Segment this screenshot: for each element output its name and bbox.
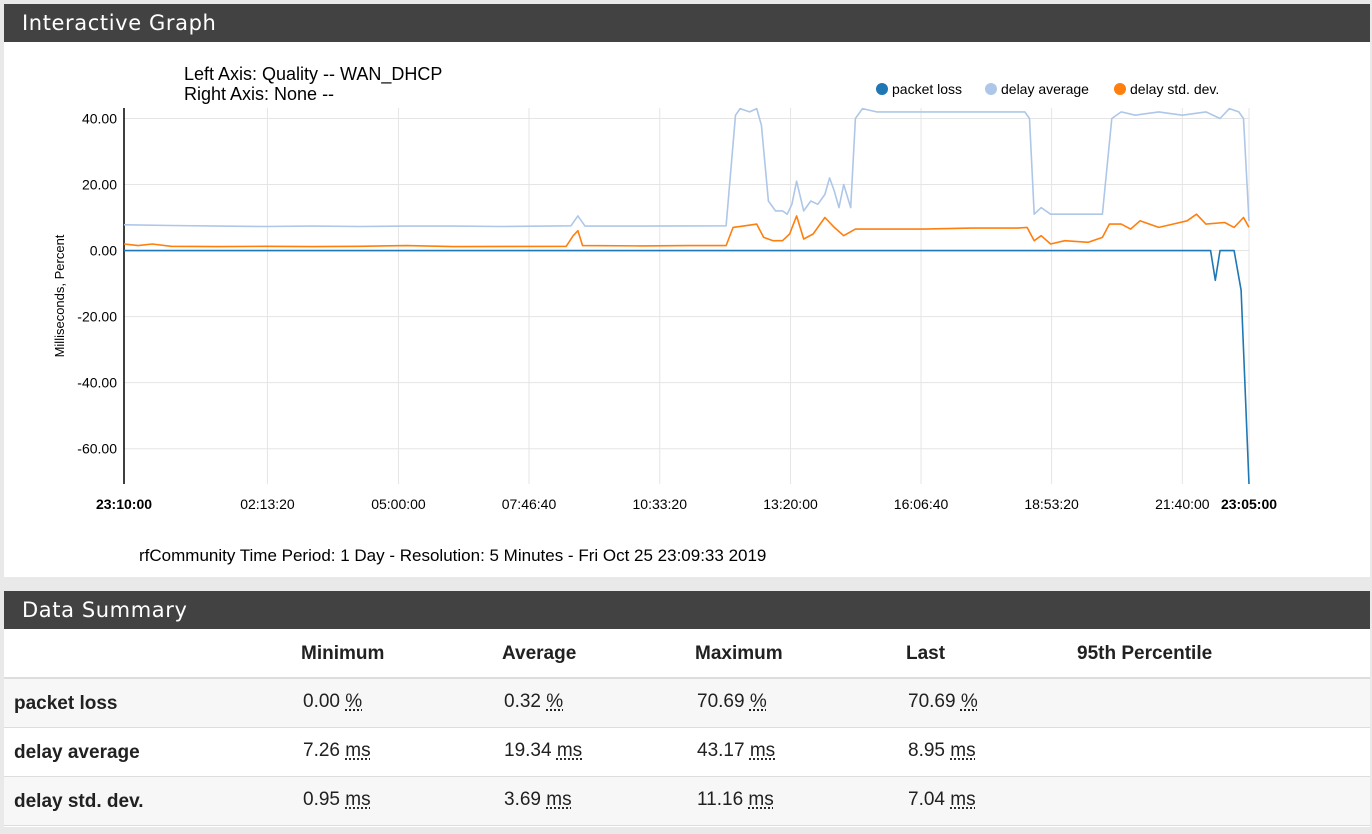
x-tick-label: 23:10:00 xyxy=(96,496,152,512)
unit-abbr: % xyxy=(546,691,564,712)
column-header-minimum[interactable]: Minimum xyxy=(301,643,385,664)
table-row-delay-average: delay average 7.26 ms 19.34 ms 43.17 ms … xyxy=(4,728,1370,777)
y-tick-label: 0.00 xyxy=(90,243,117,259)
legend-item[interactable]: packet loss xyxy=(876,81,962,97)
x-tick-label: 05:00:00 xyxy=(371,496,426,512)
y-tick-label: -60.00 xyxy=(77,441,117,457)
interactive-graph-panel: Interactive Graph 40.00 20.00 0.00 -20.00 -4… xyxy=(4,4,1370,577)
last-cell: 70.69 % xyxy=(908,691,978,712)
unit-abbr: % xyxy=(345,691,363,712)
unit-abbr: % xyxy=(749,691,767,712)
minimum-cell: 7.26 ms xyxy=(303,740,371,761)
chart-footer-text: rfCommunity Time Period: 1 Day - Resolut… xyxy=(139,546,766,565)
average-cell: 0.32 % xyxy=(504,691,564,712)
unit-abbr: % xyxy=(960,691,978,712)
x-tick-label: 07:46:40 xyxy=(502,496,557,512)
x-tick-label: 13:20:00 xyxy=(763,496,818,512)
y-tick-label: 20.00 xyxy=(82,177,117,193)
column-header-95th-percentile[interactable]: 95th Percentile xyxy=(1077,643,1213,664)
maximum-cell: 11.16 ms xyxy=(697,789,774,810)
table-header-row: Minimum Average Maximum Last 95th Percen… xyxy=(4,629,1370,679)
x-tick-label: 18:53:20 xyxy=(1024,496,1079,512)
maximum-cell: 70.69 % xyxy=(697,691,767,712)
legend-item[interactable]: delay std. dev. xyxy=(1114,81,1219,97)
row-label: delay std. dev. xyxy=(14,791,144,812)
average-cell: 3.69 ms xyxy=(504,789,572,810)
x-tick-label: 23:05:00 xyxy=(1221,496,1277,512)
data-summary-panel: Data Summary Minimum Average Maximum Las… xyxy=(4,591,1370,827)
table-row-packet-loss: packet loss 0.00 % 0.32 % 70.69 % 70.69 … xyxy=(4,679,1370,728)
unit-abbr: ms xyxy=(556,740,583,761)
x-tick-label: 21:40:00 xyxy=(1155,496,1210,512)
unit-abbr: ms xyxy=(950,740,976,761)
legend-swatch xyxy=(985,83,997,95)
unit-abbr: ms xyxy=(345,740,371,761)
series-line-1 xyxy=(123,107,1250,228)
column-header-last[interactable]: Last xyxy=(906,643,946,664)
legend-item[interactable]: delay average xyxy=(985,81,1089,97)
minimum-cell: 0.95 ms xyxy=(303,789,371,810)
legend-label: delay std. dev. xyxy=(1130,81,1219,97)
series-line-2 xyxy=(123,213,1250,248)
last-cell: 8.95 ms xyxy=(908,740,976,761)
y-tick-label: -20.00 xyxy=(77,309,117,325)
x-tick-label: 10:33:20 xyxy=(633,496,688,512)
unit-abbr: ms xyxy=(546,789,572,810)
x-tick-label: 16:06:40 xyxy=(894,496,949,512)
data-summary-table: Minimum Average Maximum Last 95th Percen… xyxy=(4,629,1370,826)
quality-chart[interactable]: 40.00 20.00 0.00 -20.00 -40.00 -60.00 23:10:00… xyxy=(4,42,1370,577)
unit-abbr: ms xyxy=(950,789,976,810)
column-header-average[interactable]: Average xyxy=(502,643,577,664)
legend-swatch xyxy=(876,83,888,95)
chart-title-line: Right Axis: None -- xyxy=(184,84,334,104)
row-label: packet loss xyxy=(14,693,118,714)
maximum-cell: 43.17 ms xyxy=(697,740,776,761)
table-row-delay-std-dev: delay std. dev. 0.95 ms 3.69 ms 11.16 ms… xyxy=(4,777,1370,826)
average-cell: 19.34 ms xyxy=(504,740,583,761)
chart-title-line: Left Axis: Quality -- WAN_DHCP xyxy=(184,64,442,85)
last-cell: 7.04 ms xyxy=(908,789,976,810)
unit-abbr: ms xyxy=(345,789,371,810)
series-line-0 xyxy=(124,249,1250,485)
legend-label: delay average xyxy=(1001,81,1089,97)
interactive-graph-heading: Interactive Graph xyxy=(4,4,1370,42)
unit-abbr: ms xyxy=(749,740,776,761)
legend-swatch xyxy=(1114,83,1126,95)
row-label: delay average xyxy=(14,742,140,763)
data-summary-heading: Data Summary xyxy=(4,591,1370,629)
unit-abbr: ms xyxy=(748,789,774,810)
column-header-maximum[interactable]: Maximum xyxy=(695,643,783,664)
y-tick-label: 40.00 xyxy=(82,110,117,126)
y-tick-label: -40.00 xyxy=(77,375,117,391)
minimum-cell: 0.00 % xyxy=(303,691,363,712)
y-axis-label: Milliseconds, Percent xyxy=(52,234,67,357)
legend-label: packet loss xyxy=(892,81,962,97)
x-tick-label: 02:13:20 xyxy=(240,496,295,512)
